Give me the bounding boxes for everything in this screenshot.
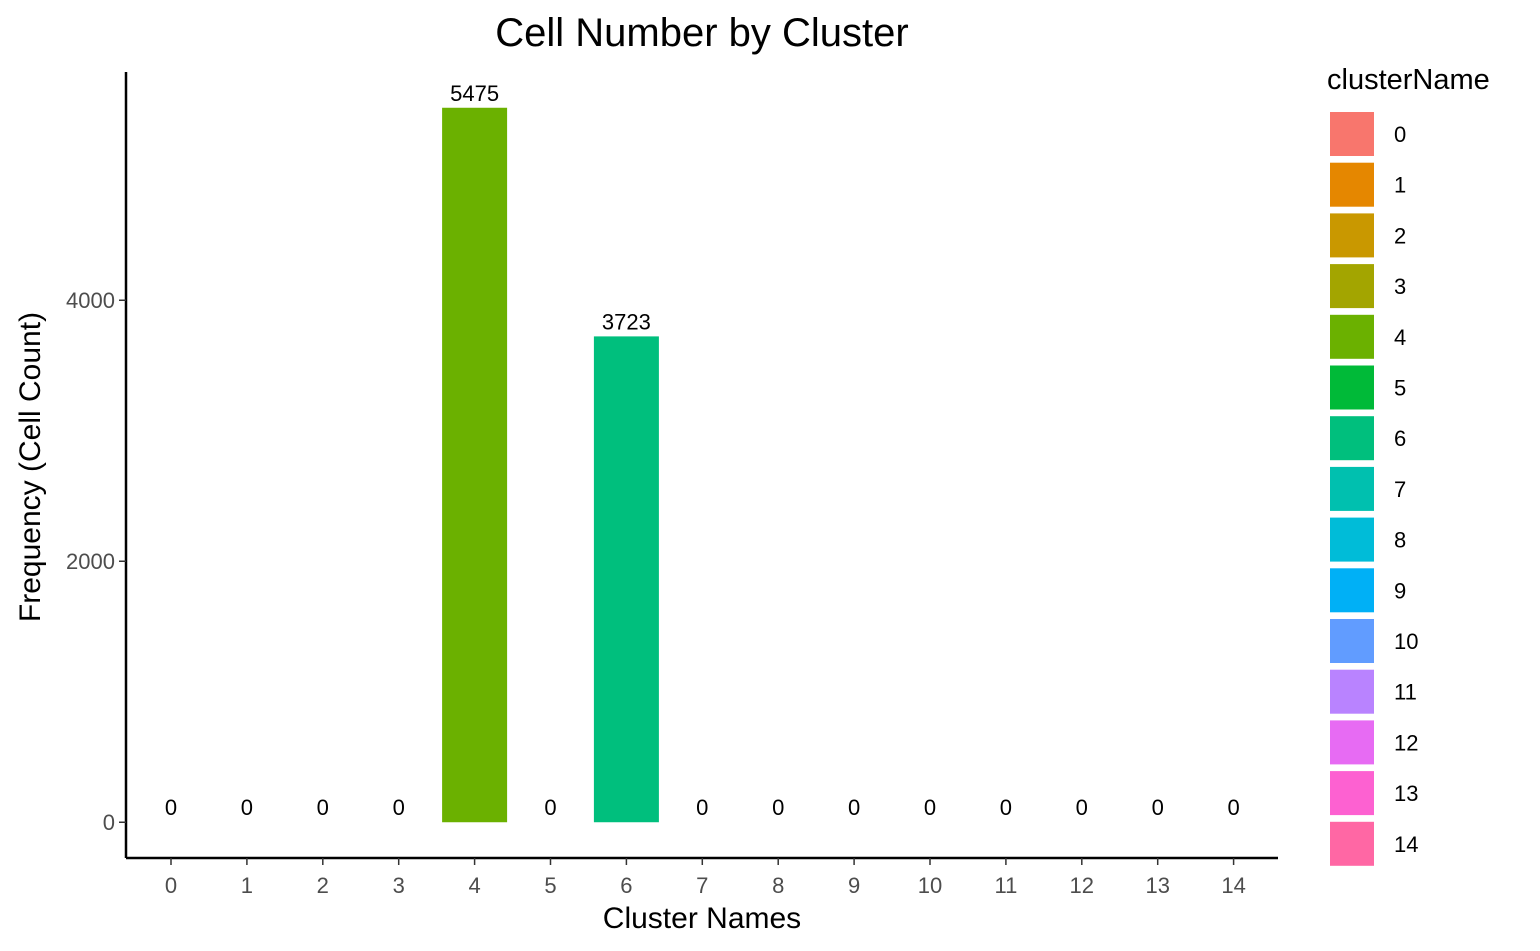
data-label-cluster-10: 0 [924,795,936,820]
legend-label-10: 10 [1394,629,1418,654]
data-label-cluster-11: 0 [1000,795,1012,820]
legend-key-1 [1330,162,1374,207]
data-label-cluster-1: 0 [241,795,253,820]
x-tick-label: 9 [848,873,860,898]
legend-label-11: 11 [1394,680,1417,705]
x-tick-label: 12 [1070,873,1094,898]
data-label-cluster-14: 0 [1227,795,1239,820]
x-tick-label: 14 [1221,873,1245,898]
x-tick-label: 5 [544,873,556,898]
legend-label-1: 1 [1394,173,1406,198]
legend-label-5: 5 [1394,376,1406,401]
y-tick-label: 4000 [66,288,115,313]
legend-key-6 [1330,416,1374,461]
x-tick-label: 2 [317,873,329,898]
legend-key-0 [1330,112,1374,156]
x-tick-label: 6 [620,873,632,898]
legend-label-4: 4 [1394,325,1406,350]
x-tick-label: 1 [241,873,253,898]
legend-label-3: 3 [1394,274,1406,299]
data-label-cluster-13: 0 [1152,795,1164,820]
legend-key-8 [1330,517,1374,562]
data-label-cluster-9: 0 [848,795,860,820]
x-tick-label: 7 [696,873,708,898]
y-tick-label: 2000 [66,549,115,574]
legend-label-14: 14 [1394,832,1418,857]
bar-cluster-4 [442,107,508,823]
chart-title: Cell Number by Cluster [495,11,908,55]
bar-cluster-6 [593,336,659,823]
legend-label-0: 0 [1394,122,1406,147]
legend-label-9: 9 [1394,578,1406,603]
legend-label-12: 12 [1394,730,1418,755]
x-tick-label: 4 [468,873,480,898]
data-label-cluster-12: 0 [1076,795,1088,820]
x-tick-label: 10 [918,873,942,898]
x-tick-label: 11 [994,873,1017,898]
legend-key-2 [1330,213,1374,258]
data-label-cluster-3: 0 [393,795,405,820]
data-label-cluster-8: 0 [772,795,784,820]
bars-layer [442,107,659,823]
legend-key-12 [1330,720,1374,765]
x-tick-label: 13 [1145,873,1169,898]
x-tick-label: 0 [165,873,177,898]
y-axis-title: Frequency (Cell Count) [14,312,47,622]
data-label-cluster-6: 3723 [602,309,651,334]
legend-key-9 [1330,568,1374,613]
x-axis-title: Cluster Names [603,902,801,935]
legend-label-2: 2 [1394,223,1406,248]
legend-key-5 [1330,365,1374,410]
y-tick-label: 0 [103,810,115,835]
legend-label-6: 6 [1394,426,1406,451]
x-tick-label: 8 [772,873,784,898]
legend-label-7: 7 [1394,477,1406,502]
legend-key-11 [1330,669,1374,714]
legend-key-10 [1330,619,1374,663]
legend-key-4 [1330,314,1374,359]
y-axis-ticks: 0 2000 4000 [66,288,126,835]
legend-key-7 [1330,466,1374,511]
legend-key-14 [1330,821,1374,866]
legend-key-13 [1330,771,1374,816]
legend-key-3 [1330,264,1374,309]
legend-label-8: 8 [1394,528,1406,553]
data-label-cluster-4: 5475 [450,81,499,106]
data-labels-layer: 0 0 0 0 5475 0 3723 0 0 0 0 0 0 0 0 [165,81,1240,820]
legend-title: clusterName [1327,64,1490,96]
x-axis-ticks: 0 1 2 3 4 5 6 7 8 9 10 11 12 13 14 [165,858,1246,898]
data-label-cluster-2: 0 [317,795,329,820]
data-label-cluster-5: 0 [544,795,556,820]
data-label-cluster-7: 0 [696,795,708,820]
data-label-cluster-0: 0 [165,795,177,820]
legend-label-13: 13 [1394,781,1418,806]
x-tick-label: 3 [393,873,405,898]
